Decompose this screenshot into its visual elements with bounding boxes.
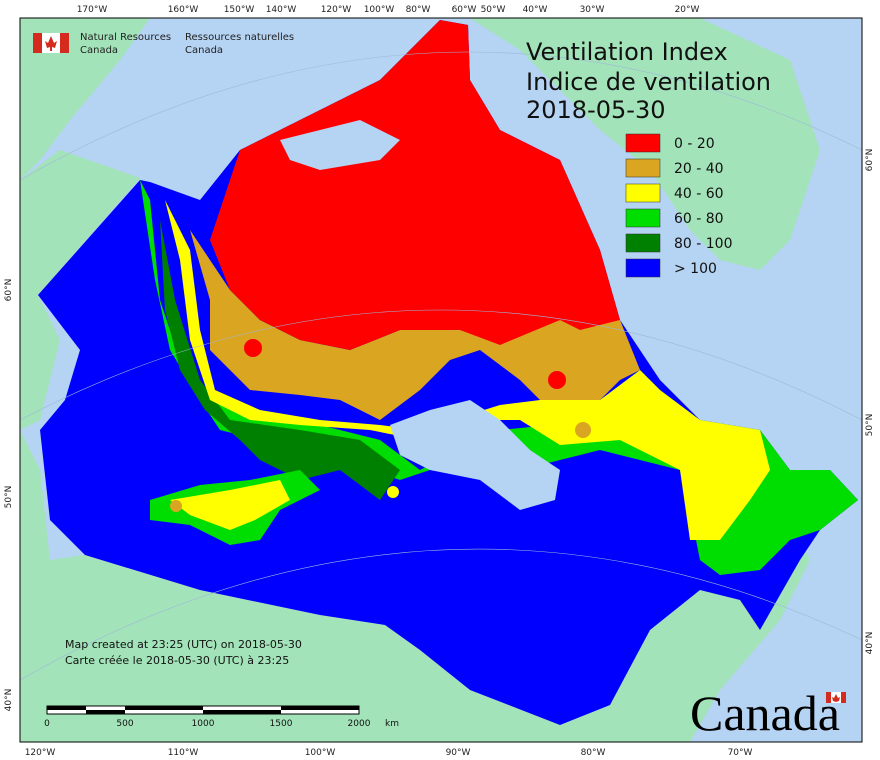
longitude-label: 150°W xyxy=(224,5,255,15)
maple-leaf xyxy=(832,694,840,702)
title-fr: Indice de ventilation xyxy=(526,68,771,96)
legend-swatch xyxy=(625,208,661,228)
created-fr: Carte créée le 2018-05-30 (UTC) à 23:25 xyxy=(65,654,289,667)
latitude-label: 50°N xyxy=(865,414,875,437)
map-body xyxy=(19,17,863,743)
legend-label: 60 - 80 xyxy=(674,211,724,227)
legend-label: 40 - 60 xyxy=(674,186,724,202)
scale-bar xyxy=(46,705,360,715)
flag-bar xyxy=(841,692,846,703)
maple-leaf xyxy=(45,36,57,51)
scale-seg xyxy=(47,706,86,710)
map-frame xyxy=(19,17,863,743)
parallel xyxy=(19,548,863,681)
latitude-label: 60°N xyxy=(865,149,875,172)
graticule-labels: 170°W 160°W 150°W 140°W 120°W 100°W 80°W 60°W 50… xyxy=(4,5,875,758)
longitude-label: 40°W xyxy=(523,5,548,15)
parallel xyxy=(19,309,863,421)
hotspot xyxy=(548,371,566,389)
longitude-label: 80°W xyxy=(406,5,431,15)
scale-label: 1500 xyxy=(270,719,293,729)
scale-label: 0 xyxy=(44,719,50,729)
longitude-label: 50°W xyxy=(481,5,506,15)
longitude-label: 80°W xyxy=(581,748,606,758)
hotspot xyxy=(387,486,399,498)
agency-en: Natural Resources xyxy=(80,32,171,43)
longitude-label: 70°W xyxy=(728,748,753,758)
longitude-label: 30°W xyxy=(580,5,605,15)
longitude-label: 120°W xyxy=(25,748,56,758)
scale-seg xyxy=(281,706,359,710)
wordmark: Canada xyxy=(690,685,846,741)
legend: 0 - 20 20 - 40 40 - 60 60 - 80 80 - 100 > 100 xyxy=(625,133,733,278)
scale-label: km xyxy=(385,719,399,729)
hotspot xyxy=(575,422,591,438)
created-en: Map created at 23:25 (UTC) on 2018-05-30 xyxy=(65,638,302,651)
zone-80-100 xyxy=(160,220,400,500)
scale-seg xyxy=(86,710,125,714)
graticule-lines xyxy=(19,51,863,681)
legend-swatch xyxy=(625,233,661,253)
flag-bar xyxy=(826,692,831,703)
scale-label: 2000 xyxy=(348,719,371,729)
longitude-label: 20°W xyxy=(675,5,700,15)
longitude-label: 100°W xyxy=(305,748,336,758)
latitude-label: 60°N xyxy=(4,279,14,302)
legend-swatch xyxy=(625,133,661,153)
scale-labels: 0 500 1000 1500 2000 km xyxy=(44,719,399,729)
longitude-label: 110°W xyxy=(168,748,199,758)
latitude-label: 50°N xyxy=(4,486,14,509)
title-en: Ventilation Index xyxy=(526,38,728,66)
zone-prairie-yellow xyxy=(170,480,290,530)
arctic-channel xyxy=(280,120,400,170)
legend-label: > 100 xyxy=(674,261,717,277)
zone-40-60 xyxy=(165,200,770,540)
legend-swatch xyxy=(625,183,661,203)
legend-swatch xyxy=(625,258,661,278)
scale-label: 500 xyxy=(116,719,133,729)
longitude-label: 140°W xyxy=(266,5,297,15)
canada-wordmark: Canada xyxy=(690,685,840,741)
zone-0-20 xyxy=(210,20,620,350)
land-northwest xyxy=(20,18,150,180)
scale-label: 1000 xyxy=(192,719,215,729)
longitude-label: 160°W xyxy=(168,5,199,15)
flag-bar xyxy=(60,33,69,53)
agency-fr: Ressources naturelles xyxy=(185,32,294,43)
scale-seg xyxy=(125,706,203,710)
united-states xyxy=(20,430,810,742)
longitude-label: 100°W xyxy=(364,5,395,15)
legend-label: 0 - 20 xyxy=(674,136,715,152)
longitude-label: 90°W xyxy=(446,748,471,758)
parallel xyxy=(19,51,863,181)
latitude-label: 40°N xyxy=(865,632,875,655)
legend-label: 20 - 40 xyxy=(674,161,724,177)
agency-fr: Canada xyxy=(185,45,223,56)
scale-seg xyxy=(203,710,281,714)
latitude-label: 40°N xyxy=(4,689,14,712)
alaska xyxy=(20,150,140,430)
longitude-label: 60°W xyxy=(452,5,477,15)
title-date: 2018-05-30 xyxy=(526,96,665,124)
longitude-label: 170°W xyxy=(77,5,108,15)
flag-bar xyxy=(33,33,42,53)
agency-en: Canada xyxy=(80,45,118,56)
zone-20-40 xyxy=(190,230,640,420)
legend-label: 80 - 100 xyxy=(674,236,733,252)
agency-signature: Natural Resources Canada Ressources natu… xyxy=(33,32,294,56)
hudson-bay xyxy=(390,400,560,510)
hotspot xyxy=(170,500,182,512)
legend-swatch xyxy=(625,158,661,178)
hotspot xyxy=(244,339,262,357)
zone-60-80 xyxy=(140,180,858,575)
longitude-label: 120°W xyxy=(321,5,352,15)
